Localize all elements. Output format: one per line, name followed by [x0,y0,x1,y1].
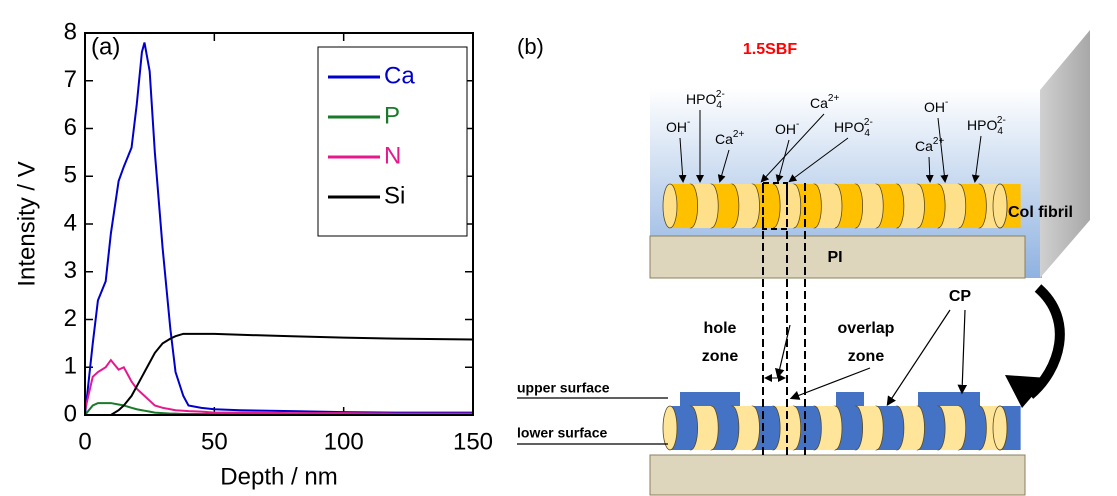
ion-label: OH- [924,97,948,115]
y-tick-label: 2 [64,305,77,332]
legend-label: P [384,102,400,129]
y-tick-label: 5 [64,162,77,189]
x-tick-label: 0 [78,428,91,455]
ion-sup: 2- [997,115,1006,126]
ion-label: OH- [775,119,799,137]
legend-label: Ca [384,62,415,89]
ion-text: Ca [915,138,933,154]
ion-text: OH [775,121,796,137]
ion-sub: 4 [864,128,870,139]
ion-sub: 4 [997,126,1003,137]
surface-label: upper surface [517,380,610,396]
legend-label: N [384,142,401,169]
ion-text: OH [666,119,687,135]
y-tick-label: 0 [64,400,77,427]
ion-text: HPO [686,91,716,107]
ion-sup: 2+ [933,136,945,147]
ion-text: Ca [715,131,733,147]
y-tick-label: 3 [64,257,77,284]
y-tick-label: 6 [64,114,77,141]
chart-a: 0 1 2 3 4 5 6 7 8 0 50 100 150 Depth / nm Intensity / … [13,18,493,490]
ion-sup: 2- [864,117,873,128]
x-tick-label: 150 [453,428,493,455]
y-axis-label: Intensity / V [13,161,40,286]
zone-label: hole [704,320,737,337]
y-tick-label: 7 [64,66,77,93]
series-line [85,360,473,413]
ion-sup: - [945,97,948,108]
fibril-bottom-end [993,406,1007,450]
fibril-label: Col fibril [1008,204,1073,221]
zone-label: zone [702,348,739,365]
ion-sup: - [687,117,690,128]
ion-text: HPO [834,119,864,135]
solution-label: 1.5SBF [743,41,797,58]
x-tick-label: 50 [201,428,228,455]
diagram-b: (b) 1.5SBF Col fibril PI hole zone overlap zone… [517,30,1090,495]
fibril-top-segment-edge [663,184,677,228]
side-wall [1040,30,1090,278]
y-tick-label: 1 [64,353,77,380]
substrate-bottom [650,455,1025,495]
ion-sup: 2+ [733,129,745,140]
process-arrow-head [1005,375,1048,408]
surface-label: lower surface [517,425,607,441]
panel-label: (b) [517,34,544,59]
ion-sup: - [796,119,799,130]
ion-label: OH- [666,117,690,135]
substrate-label: PI [827,249,842,266]
fibril-top-end [993,184,1007,228]
panel-label: (a) [91,33,120,60]
ion-text: Ca [810,95,828,111]
ion-sup: 2+ [828,93,840,104]
ion-sub: 4 [716,100,722,111]
pointer-arrow [962,310,965,392]
zone-label: overlap [838,320,895,337]
series-line [85,334,473,415]
cp-label: CP [949,288,972,305]
pointer-arrow [778,325,790,376]
y-tick-label: 4 [64,209,77,236]
legend-label: Si [384,182,405,209]
figure: 0 1 2 3 4 5 6 7 8 0 50 100 150 Depth / nm Intensity / … [0,0,1117,496]
x-tick-label: 100 [324,428,364,455]
pointer-arrow [888,310,950,404]
x-axis-label: Depth / nm [220,463,337,490]
ion-text: HPO [967,117,997,133]
y-tick-label: 8 [64,18,77,45]
ion-text: OH [924,99,945,115]
zone-label: zone [848,348,885,365]
ion-sup: 2- [716,89,725,100]
